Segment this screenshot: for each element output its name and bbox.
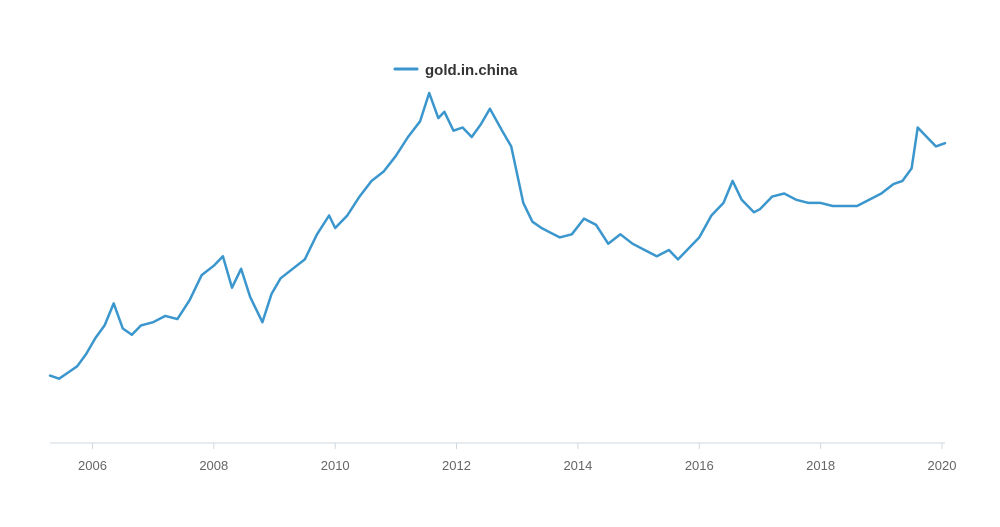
legend-label: gold.in.china — [425, 62, 518, 79]
x-tick-label: 2006 — [78, 458, 107, 473]
x-tick-label: 2012 — [442, 458, 471, 473]
series-line-0 — [48, 91, 947, 380]
x-tick-label: 2020 — [928, 458, 957, 473]
plot-series — [48, 91, 947, 380]
x-tick-label: 2016 — [685, 458, 714, 473]
x-tick-label: 2018 — [806, 458, 835, 473]
x-tick-label: 2008 — [199, 458, 228, 473]
legend: gold.in.china — [393, 62, 518, 79]
x-axis-ticks: 2006 2008 2010 2012 2014 2016 2018 2020 — [78, 443, 956, 473]
x-tick-label: 2010 — [321, 458, 350, 473]
x-tick-label: 2014 — [563, 458, 592, 473]
